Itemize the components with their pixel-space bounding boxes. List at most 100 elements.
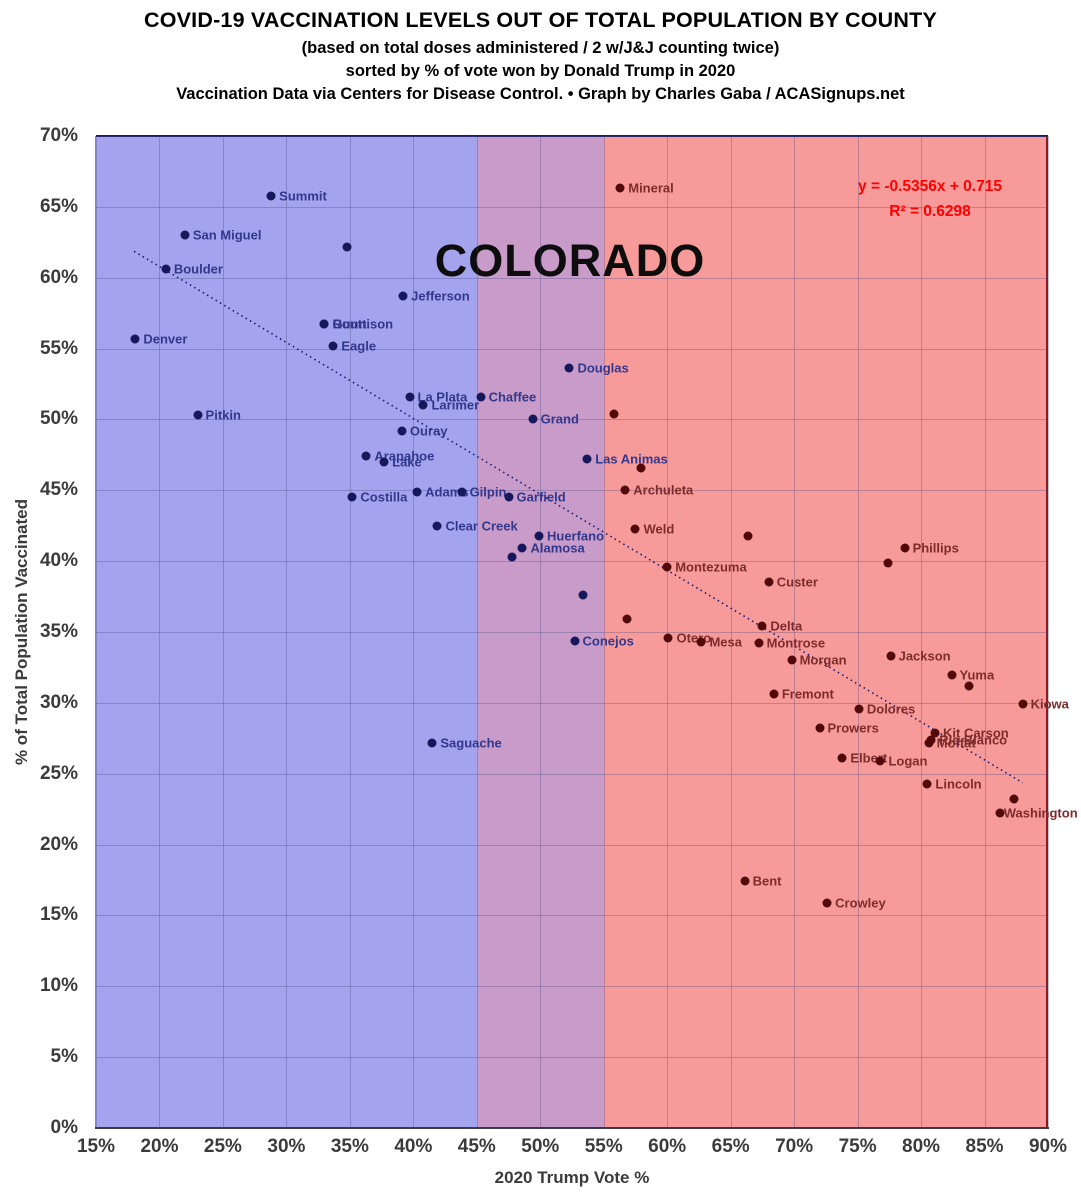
chart-header: COVID-19 VACCINATION LEVELS OUT OF TOTAL… bbox=[0, 6, 1081, 108]
data-point-weld bbox=[630, 524, 640, 534]
county-label-conejos: Conejos bbox=[582, 633, 634, 648]
data-point-denver bbox=[130, 334, 140, 344]
data-point-unlabeled bbox=[342, 242, 352, 252]
county-label-clear-creek: Clear Creek bbox=[445, 518, 518, 534]
county-label-costilla: Costilla bbox=[360, 489, 408, 505]
data-point-montezuma bbox=[662, 562, 672, 572]
data-point-jackson bbox=[886, 651, 896, 661]
chart-subtitle-sort: sorted by % of vote won by Donald Trump … bbox=[345, 62, 736, 80]
data-point-washington bbox=[995, 808, 1005, 818]
data-point-gilpin bbox=[457, 487, 467, 497]
gridline-vertical bbox=[222, 136, 224, 1128]
x-tick-label: 45% bbox=[457, 1136, 496, 1157]
data-point-unlabeled bbox=[883, 558, 893, 568]
gridline-horizontal bbox=[96, 1057, 1048, 1059]
data-point-rio-blanco bbox=[926, 735, 936, 745]
county-label-moffat: Moffat bbox=[936, 735, 976, 751]
plot-border-bottom-axis bbox=[95, 1127, 1049, 1129]
county-label-montezuma: Montezuma bbox=[675, 559, 747, 575]
x-tick-label: 70% bbox=[775, 1136, 814, 1157]
data-point-conejos bbox=[570, 636, 580, 645]
data-point-grand bbox=[528, 414, 538, 424]
data-point-costilla bbox=[347, 492, 357, 502]
data-point-unlabeled bbox=[622, 614, 632, 624]
x-tick-label: 15% bbox=[76, 1136, 116, 1157]
y-tick-label: 60% bbox=[39, 266, 78, 288]
data-point-las-animas bbox=[582, 454, 592, 464]
county-label-rio-blanco: Rio Blanco bbox=[939, 732, 1008, 748]
gridline-vertical bbox=[667, 136, 669, 1128]
gridline-horizontal bbox=[96, 419, 1048, 421]
data-point-garfield bbox=[504, 492, 514, 502]
trendline-r-squared: R² = 0.6298 bbox=[889, 203, 971, 220]
county-label-mineral: Mineral bbox=[628, 180, 674, 196]
x-tick-label: 40% bbox=[394, 1136, 433, 1157]
data-point-fremont bbox=[769, 689, 779, 699]
gridline-vertical bbox=[730, 136, 732, 1128]
county-label-gilpin: Gilpin bbox=[469, 484, 507, 500]
y-tick-label: 45% bbox=[39, 479, 78, 501]
data-point-delta bbox=[757, 621, 767, 631]
data-point-prowers bbox=[815, 723, 825, 733]
data-point-morgan bbox=[787, 655, 797, 665]
data-point-archuleta bbox=[620, 485, 630, 495]
data-point-unlabeled bbox=[964, 681, 974, 691]
plot-border-top bbox=[96, 135, 1048, 137]
y-tick-label: 30% bbox=[39, 691, 78, 713]
gridline-vertical bbox=[286, 136, 288, 1128]
y-tick-label: 35% bbox=[39, 621, 78, 642]
chart-subtitle-doses: (based on total doses administered / 2 w… bbox=[301, 39, 780, 57]
gridline-horizontal bbox=[96, 490, 1048, 492]
county-label-washington: Washington bbox=[1003, 805, 1078, 821]
x-tick-label: 30% bbox=[267, 1136, 306, 1157]
gridline-vertical bbox=[540, 136, 542, 1128]
y-tick-label: 65% bbox=[39, 195, 78, 217]
county-label-yuma: Yuma bbox=[959, 667, 995, 682]
data-point-clear-creek bbox=[432, 521, 442, 531]
county-label-gunnison: Gunnison bbox=[332, 316, 394, 332]
data-point-ouray bbox=[397, 426, 407, 436]
gridline-horizontal bbox=[96, 277, 1048, 279]
x-tick-label: 80% bbox=[902, 1136, 941, 1157]
county-label-lake: Lake bbox=[392, 454, 422, 470]
gridline-horizontal bbox=[96, 844, 1048, 846]
gridline-vertical bbox=[159, 136, 161, 1128]
county-label-archuleta: Archuleta bbox=[633, 482, 694, 498]
gridline-vertical bbox=[413, 136, 415, 1128]
data-point-mineral bbox=[615, 183, 625, 193]
data-point-boulder bbox=[161, 264, 171, 274]
gridline-vertical bbox=[857, 136, 859, 1128]
county-label-kit-carson: Kit Carson bbox=[943, 725, 1009, 741]
plot-border-right bbox=[1046, 136, 1048, 1128]
gridline-vertical bbox=[1048, 136, 1049, 1128]
y-tick-label: 40% bbox=[39, 550, 78, 572]
y-tick-label: 15% bbox=[39, 904, 78, 926]
county-label-la-plata: La Plata bbox=[417, 389, 468, 405]
zone-red-lean bbox=[603, 136, 1048, 1128]
x-tick-label: 50% bbox=[521, 1136, 560, 1157]
county-label-eagle: Eagle bbox=[341, 338, 377, 354]
gridline-vertical bbox=[984, 136, 986, 1128]
data-point-kiowa bbox=[1018, 699, 1028, 709]
data-point-eagle bbox=[328, 341, 338, 351]
county-label-denver: Denver bbox=[143, 331, 188, 347]
county-label-kiowa: Kiowa bbox=[1030, 696, 1069, 712]
county-label-lincoln: Lincoln bbox=[935, 776, 982, 792]
gridline-vertical bbox=[794, 136, 796, 1128]
data-point-kit-carson bbox=[930, 728, 940, 738]
zone-swing-overlap bbox=[476, 136, 604, 1128]
y-tick-label: 55% bbox=[39, 337, 78, 359]
data-point-bent bbox=[740, 876, 750, 886]
county-label-ouray: Ouray bbox=[409, 423, 448, 439]
county-label-huerfano: Huerfano bbox=[546, 528, 605, 544]
x-tick-label: 90% bbox=[1028, 1136, 1068, 1157]
y-tick-label: 50% bbox=[39, 408, 78, 430]
gridline-horizontal bbox=[96, 986, 1048, 988]
gridline-horizontal bbox=[96, 702, 1048, 704]
gridline-horizontal bbox=[96, 561, 1048, 563]
data-point-douglas bbox=[564, 363, 574, 373]
data-point-yuma bbox=[947, 670, 957, 679]
county-label-routt: Routt bbox=[332, 316, 367, 332]
data-point-lake bbox=[379, 457, 389, 467]
